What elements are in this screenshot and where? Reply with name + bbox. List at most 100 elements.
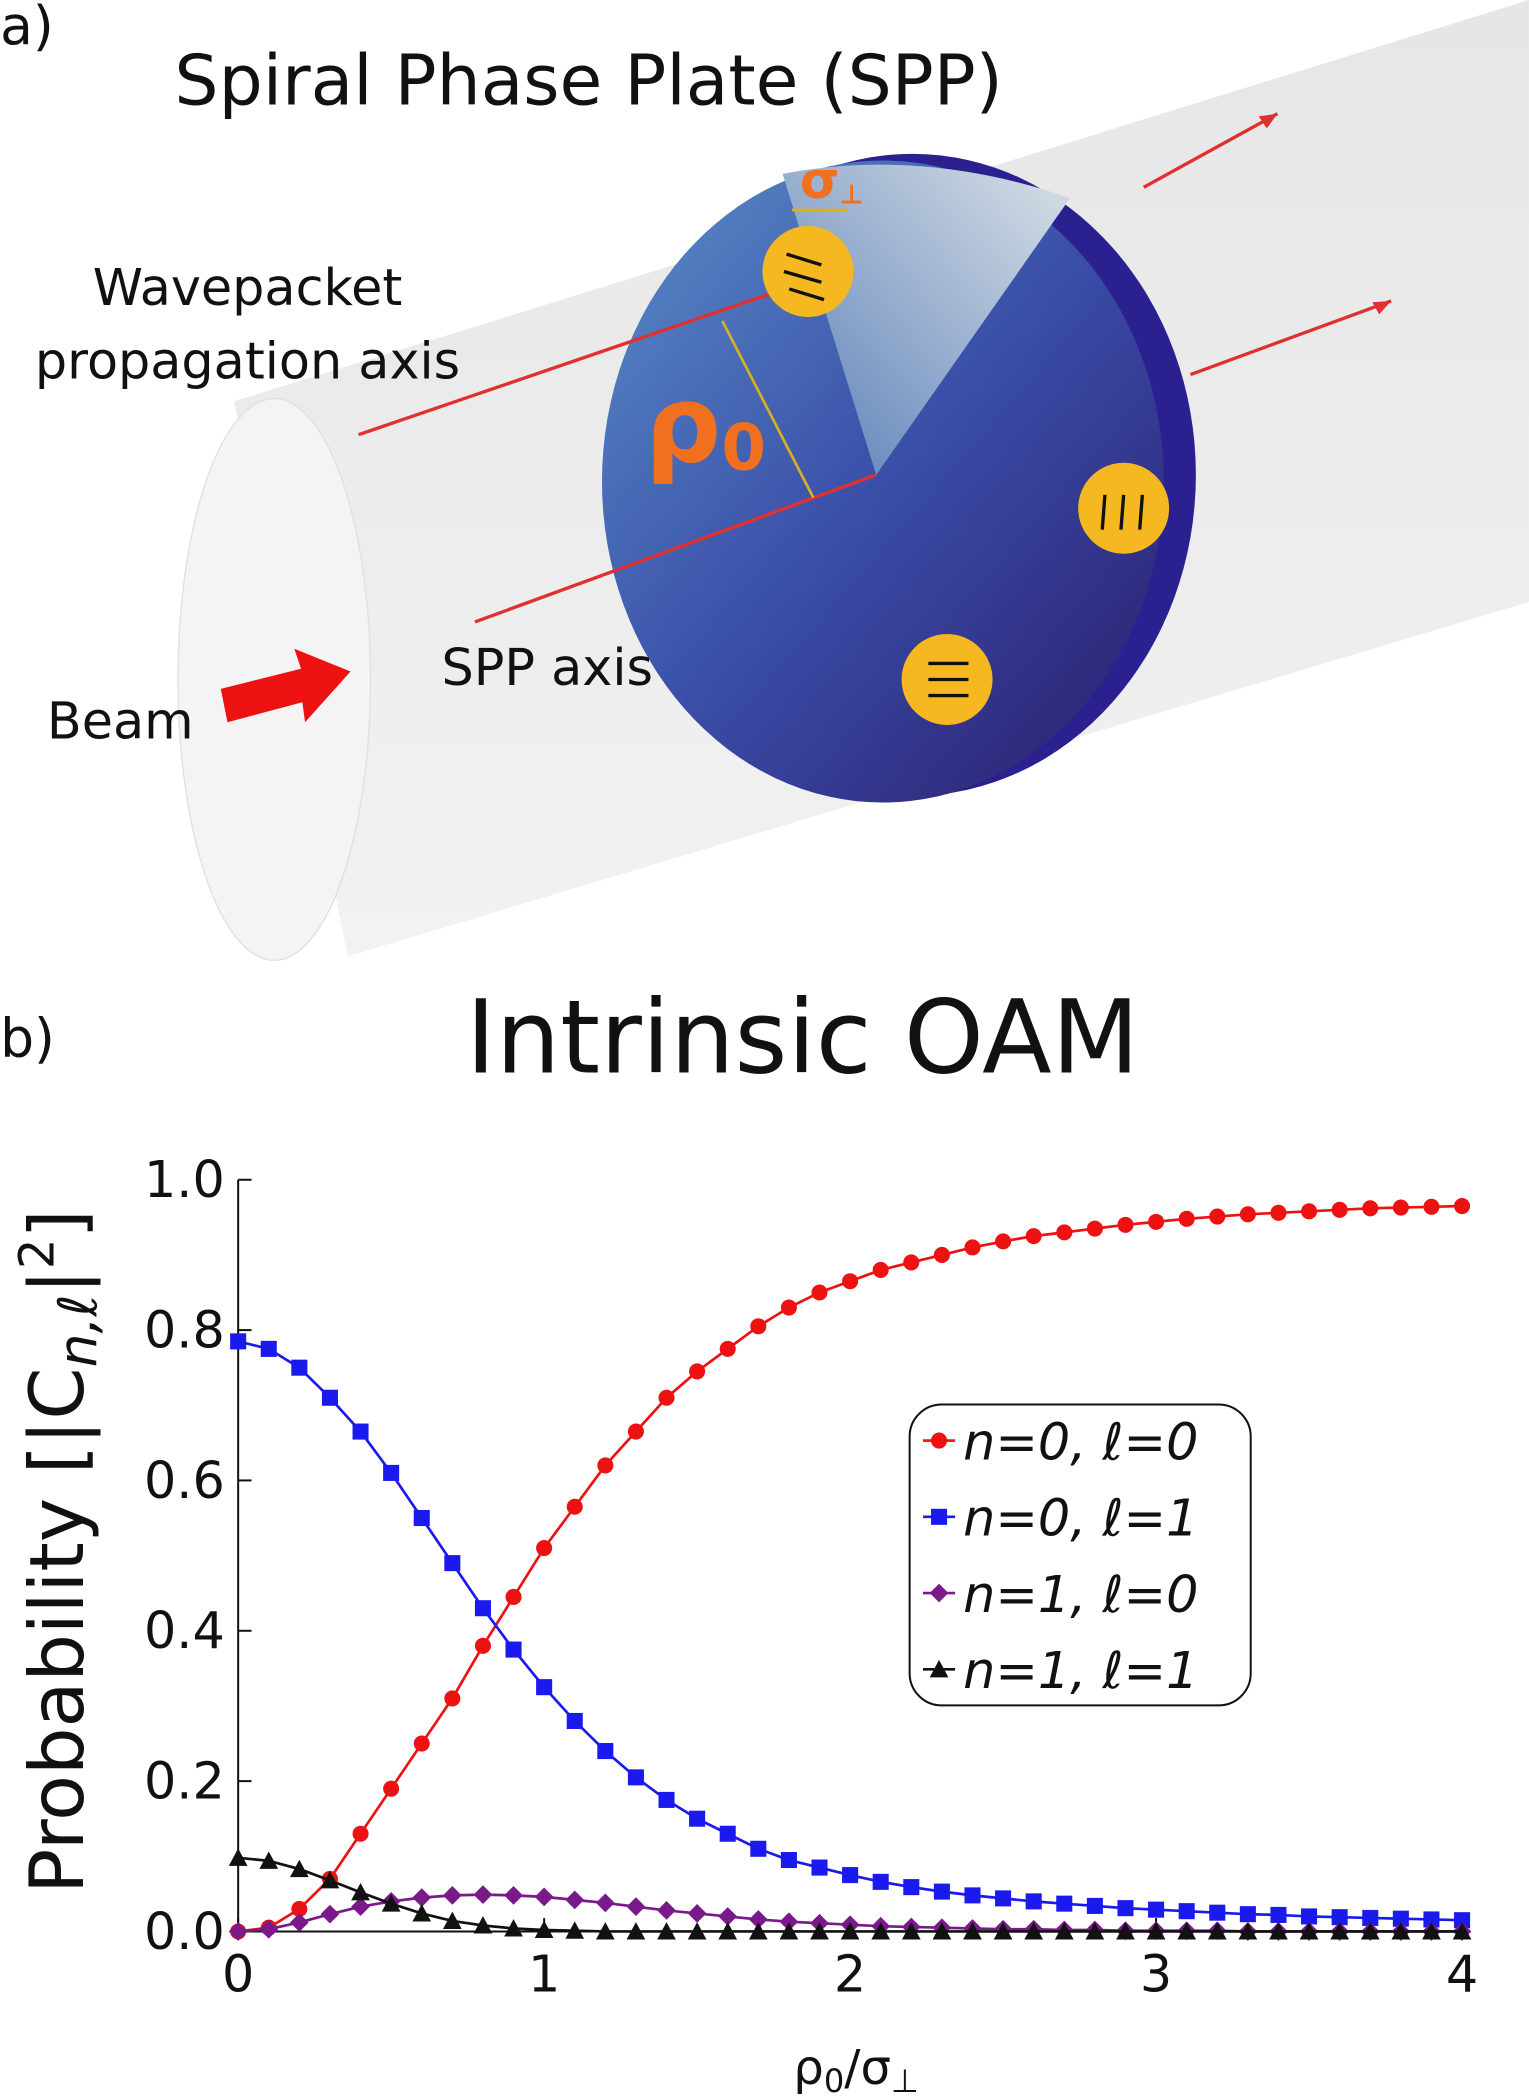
marker [1392,1199,1409,1216]
annotation: Wavepacket [93,258,403,317]
y-tick-label: 0.0 [144,1902,225,1961]
marker [718,1907,738,1926]
rho-arrow [721,320,815,499]
series-line [237,1204,1463,1933]
series-line [237,1340,1463,1922]
marker [230,1333,247,1350]
marker [597,1743,614,1760]
marker [352,1825,369,1842]
marker [291,1359,308,1376]
legend-label: n=1, ℓ=1 [963,1641,1198,1700]
marker [964,1239,981,1256]
annotation: Beam [47,691,194,750]
marker [260,1340,277,1357]
marker [964,1887,981,1904]
marker [1422,1922,1441,1940]
marker [566,1712,583,1730]
marker [566,1498,583,1515]
marker [1360,1922,1380,1940]
y-label-sup: 2 [10,1239,66,1270]
marker [779,1912,799,1932]
marker [1423,1198,1440,1215]
marker [595,1922,615,1940]
marker [1177,1922,1197,1940]
marker [1054,1922,1074,1940]
marker [871,1922,891,1940]
marker [932,1922,952,1940]
marker [289,1859,309,1878]
marker [687,1922,707,1940]
marker [320,1904,340,1924]
marker [442,1911,462,1929]
x-tick-label: 1 [528,1945,560,2004]
marker [444,1555,461,1572]
marker [351,1883,370,1901]
arrowhead [1372,300,1392,315]
legend-label: n=0, ℓ=0 [963,1412,1198,1471]
marker [504,1919,523,1937]
panel-label: a) [0,0,54,57]
marker [534,1920,554,1938]
marker [228,1922,248,1941]
marker [1454,1912,1471,1929]
marker [1024,1922,1044,1940]
marker [718,1922,738,1940]
marker [565,1921,585,1939]
marker [750,1840,767,1857]
marker [1454,1198,1471,1215]
x-label-sub: 0 [824,2062,844,2100]
y-axis-label: Probability [|Cn,ℓ|2] [10,1209,110,1894]
marker [474,1637,491,1654]
marker [779,1922,799,1940]
marker [780,1852,797,1869]
axis-arrow [358,292,770,437]
legend-label: n=1, ℓ=0 [963,1565,1198,1624]
legend-label: n=0, ℓ=1 [963,1489,1198,1548]
marker [413,1735,430,1752]
marker [993,1922,1013,1940]
marker [626,1897,646,1917]
marker [1270,1204,1287,1221]
marker [931,1432,948,1449]
marker [687,1904,707,1923]
marker [872,1873,889,1890]
marker [1238,1922,1258,1940]
marker [412,1904,432,1922]
marker [413,1509,430,1527]
marker [1362,1909,1379,1926]
marker [933,1246,950,1263]
marker [291,1900,308,1917]
marker [352,1423,369,1440]
x-axis-label: ρ0/σ⊥ [793,2040,919,2100]
x-label-sub: ⊥ [891,2062,919,2100]
marker [1116,1922,1135,1940]
marker [963,1922,982,1940]
marker [627,1423,644,1440]
legend-box [908,1403,1252,1707]
marker [1056,1895,1073,1912]
marker [811,1284,828,1301]
marker [504,1886,523,1905]
marker [1025,1893,1042,1910]
arrowhead [1258,113,1278,129]
x-tick-label: 4 [1446,1945,1478,2004]
marker [689,1363,706,1380]
marker [1178,1210,1195,1227]
marker [719,1340,736,1357]
axis-arrow [1142,112,1279,189]
marker [1209,1904,1226,1921]
x-label-mid: /σ [844,2040,891,2096]
marker [1117,1900,1134,1917]
sigma-sub: ⊥ [840,179,864,210]
chart-title: Intrinsic OAM [466,979,1140,1097]
marker [1270,1906,1287,1923]
annotation: propagation axis [35,332,460,391]
marker [289,1913,309,1932]
marker [1025,1228,1042,1245]
marker [1423,1911,1440,1928]
marker [1086,1220,1103,1237]
rho: ρ [645,363,722,487]
marker [901,1922,921,1940]
